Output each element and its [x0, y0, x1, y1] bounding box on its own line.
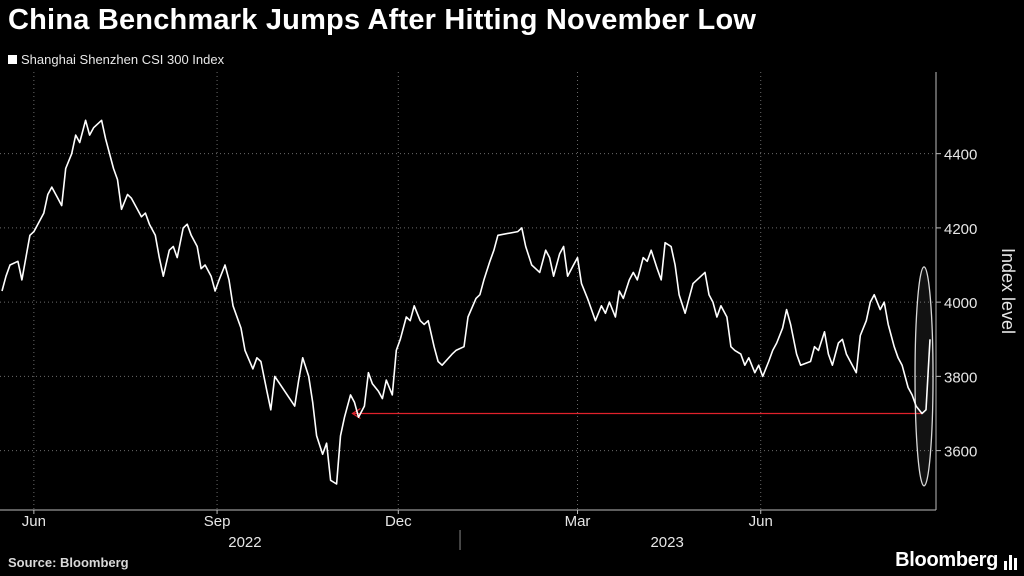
year-label: 2023	[650, 534, 683, 551]
x-tick-label: Mar	[565, 513, 591, 530]
source-note: Source: Bloomberg	[8, 555, 129, 570]
y-tick-label: 4000	[944, 295, 977, 312]
y-tick-label: 3600	[944, 444, 977, 461]
bloomberg-bars-icon	[1004, 554, 1017, 570]
x-tick-label: Sep	[204, 513, 231, 530]
chart-title: China Benchmark Jumps After Hitting Nove…	[8, 4, 757, 36]
axis-layer: 3600 3800 4000 4200 4400 Index level Jun Sep Dec…	[0, 72, 1018, 551]
bloomberg-logo: Bloomberg	[895, 549, 1018, 572]
y-tick-label: 4400	[944, 147, 977, 164]
series-layer	[1, 119, 931, 485]
grid-layer	[0, 72, 936, 510]
annotation-layer	[351, 266, 934, 487]
y-axis-label: Index level	[998, 248, 1018, 334]
brand-name: Bloomberg	[895, 549, 998, 571]
x-tick-label: Dec	[385, 513, 412, 530]
x-tick-label: Jun	[749, 513, 773, 530]
y-tick-label: 4200	[944, 221, 977, 238]
year-label: 2022	[228, 534, 261, 551]
legend-label: Shanghai Shenzhen CSI 300 Index	[21, 52, 225, 67]
legend-swatch	[8, 55, 17, 64]
series-line-csi300	[1, 119, 931, 485]
highlight-ellipse	[914, 266, 934, 487]
x-tick-label: Jun	[22, 513, 46, 530]
chart-legend: Shanghai Shenzhen CSI 300 Index	[8, 52, 224, 67]
y-tick-label: 3800	[944, 369, 977, 386]
